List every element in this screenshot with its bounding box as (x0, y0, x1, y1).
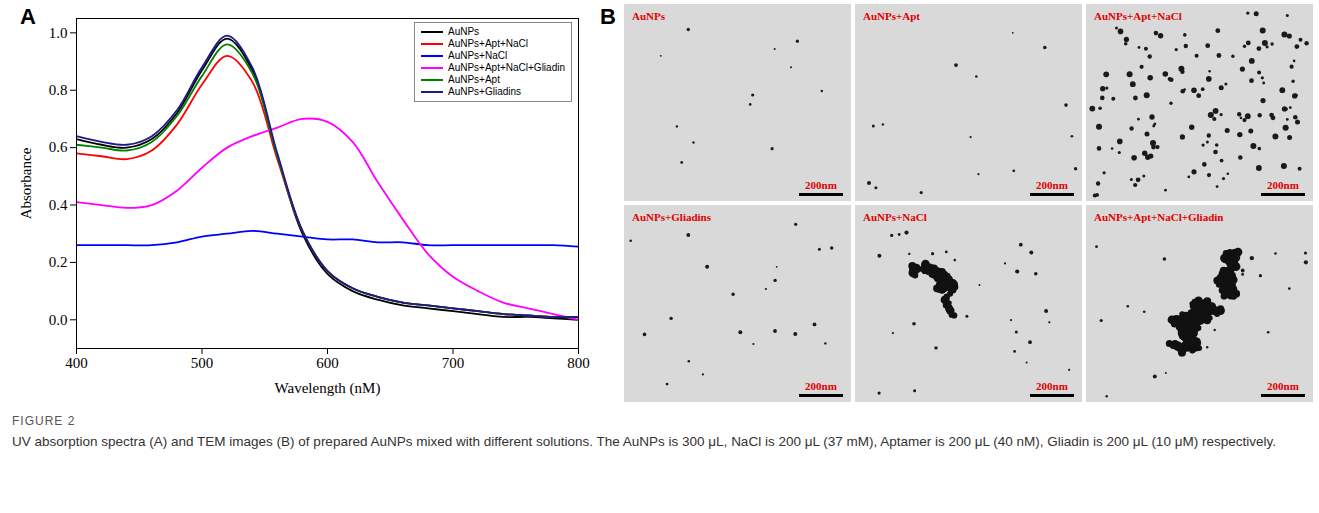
svg-text:200nm: 200nm (805, 179, 837, 191)
html-text:AuNPs+Apt: AuNPs+Apt (448, 74, 500, 85)
svg-text:AuNPs: AuNPs (632, 10, 666, 22)
html-text:A: A (20, 4, 36, 29)
html-text:AuNPs+Apt+NaCl: AuNPs+Apt+NaCl (448, 38, 528, 49)
html-text:UV absorption spectra (A) and: UV absorption spectra (A) and TEM images… (12, 434, 1276, 449)
html-text:FIGURE 2: FIGURE 2 (12, 414, 76, 428)
html-text:AuNPs+Gliadins: AuNPs+Gliadins (448, 86, 522, 97)
svg-text:Absorbance: Absorbance (18, 147, 34, 219)
html-text:AuNPs: AuNPs (448, 26, 480, 37)
svg-text:AuNPs+Apt+NaCl+Gliadin: AuNPs+Apt+NaCl+Gliadin (1094, 211, 1223, 223)
svg-text:AuNPs+Gliadins: AuNPs+Gliadins (632, 211, 712, 223)
svg-text:500: 500 (191, 355, 214, 371)
svg-text:200nm: 200nm (1036, 179, 1068, 191)
svg-text:700: 700 (442, 355, 465, 371)
svg-text:600: 600 (316, 355, 339, 371)
svg-text:800: 800 (567, 355, 590, 371)
html-text:B: B (600, 4, 616, 29)
svg-text:AuNPs+NaCl: AuNPs+NaCl (863, 211, 927, 223)
svg-text:400: 400 (65, 355, 88, 371)
html-text:AuNPs+NaCl: AuNPs+NaCl (448, 50, 508, 61)
svg-text:AuNPs+Apt+NaCl: AuNPs+Apt+NaCl (1094, 10, 1182, 22)
svg-text:1.0: 1.0 (49, 25, 68, 41)
html-text:AuNPs+Apt+NaCl+Gliadin: AuNPs+Apt+NaCl+Gliadin (448, 62, 565, 73)
svg-text:0.8: 0.8 (49, 82, 68, 98)
svg-text:0.4: 0.4 (49, 197, 68, 213)
svg-text:0.0: 0.0 (49, 312, 68, 328)
svg-text:Wavelength (nM): Wavelength (nM) (275, 380, 381, 397)
svg-text:0.6: 0.6 (49, 139, 68, 155)
svg-text:0.2: 0.2 (49, 254, 68, 270)
svg-text:200nm: 200nm (1267, 380, 1299, 392)
svg-text:200nm: 200nm (1267, 179, 1299, 191)
svg-text:200nm: 200nm (805, 380, 837, 392)
svg-text:AuNPs+Apt: AuNPs+Apt (863, 10, 920, 22)
svg-text:200nm: 200nm (1036, 380, 1068, 392)
